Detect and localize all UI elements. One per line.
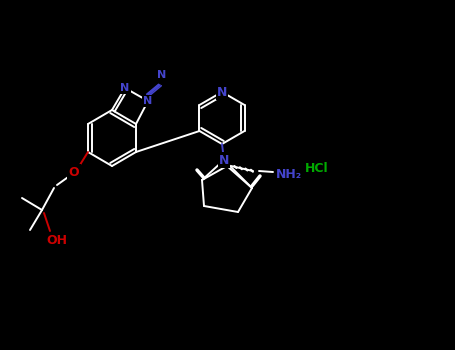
Text: N: N: [217, 85, 227, 98]
Text: NH₂: NH₂: [276, 168, 302, 182]
Text: N: N: [121, 83, 130, 93]
Text: N: N: [219, 154, 229, 167]
Text: HCl: HCl: [305, 162, 329, 175]
Text: OH: OH: [46, 233, 67, 246]
Text: N: N: [157, 70, 167, 80]
Text: N: N: [143, 96, 152, 106]
Text: O: O: [69, 166, 79, 178]
